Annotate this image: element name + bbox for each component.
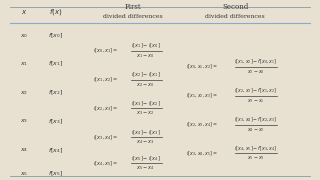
Text: Second: Second — [222, 3, 248, 11]
Text: $x_5$: $x_5$ — [20, 170, 28, 178]
Text: $f[x_2,x_3]-f[x_1,x_2]$: $f[x_2,x_3]-f[x_1,x_2]$ — [234, 86, 278, 95]
Text: $x_0$: $x_0$ — [20, 32, 28, 40]
Text: $f[x_3]-f[x_2]$: $f[x_3]-f[x_2]$ — [131, 99, 161, 108]
Text: $x_3-x_2$: $x_3-x_2$ — [136, 109, 155, 117]
Text: $f[x_3,x_4]=$: $f[x_3,x_4]=$ — [93, 133, 118, 141]
Text: $f[x_1]-f[x_0]$: $f[x_1]-f[x_0]$ — [131, 41, 161, 50]
Text: $x_3-x_1$: $x_3-x_1$ — [247, 97, 265, 105]
Text: $f(x)$: $f(x)$ — [49, 7, 63, 17]
Text: $x_4-x_3$: $x_4-x_3$ — [136, 138, 155, 146]
Text: $f[x_4]-f[x_3]$: $f[x_4]-f[x_3]$ — [131, 128, 161, 136]
Text: $x_2$: $x_2$ — [20, 89, 28, 97]
Text: $x_4$: $x_4$ — [20, 146, 28, 154]
Text: $f[x_2,x_3,x_4]=$: $f[x_2,x_3,x_4]=$ — [186, 120, 218, 129]
Text: $x_4-x_2$: $x_4-x_2$ — [247, 126, 265, 134]
Text: $f[x_5]-f[x_4]$: $f[x_5]-f[x_4]$ — [131, 154, 161, 163]
Text: $f[x_1]$: $f[x_1]$ — [48, 60, 64, 68]
Text: $f[x_1,x_2]-f[x_0,x_1]$: $f[x_1,x_2]-f[x_0,x_1]$ — [234, 58, 278, 66]
Text: $f[x_4,x_5]=$: $f[x_4,x_5]=$ — [93, 159, 118, 168]
Text: First: First — [124, 3, 141, 11]
Text: $x_2-x_0$: $x_2-x_0$ — [136, 81, 155, 89]
Text: $x_5-x_3$: $x_5-x_3$ — [247, 154, 265, 162]
Text: $f[x_3,x_4]-f[x_2,x_3]$: $f[x_3,x_4]-f[x_2,x_3]$ — [234, 115, 278, 124]
Text: $x_2-x_0$: $x_2-x_0$ — [247, 68, 265, 76]
Text: $f[x_0,x_1]=$: $f[x_0,x_1]=$ — [93, 46, 118, 55]
Text: $f[x_4]$: $f[x_4]$ — [48, 146, 64, 155]
Text: $f[x_0,x_1,x_2]=$: $f[x_0,x_1,x_2]=$ — [186, 63, 218, 71]
Text: $f[x_3,x_4,x_5]=$: $f[x_3,x_4,x_5]=$ — [186, 149, 218, 158]
Text: $f[x_0]$: $f[x_0]$ — [48, 32, 64, 40]
Text: divided differences: divided differences — [103, 14, 163, 19]
Text: $f[x_1,x_2]=$: $f[x_1,x_2]=$ — [93, 75, 118, 84]
Text: $x_3$: $x_3$ — [20, 118, 28, 125]
Text: $f[x_2]-f[x_1]$: $f[x_2]-f[x_1]$ — [131, 70, 161, 79]
Text: $f[x_1,x_2,x_3]=$: $f[x_1,x_2,x_3]=$ — [186, 91, 218, 100]
Text: $f[x_2]$: $f[x_2]$ — [48, 88, 64, 97]
Text: $x_1-x_0$: $x_1-x_0$ — [136, 52, 155, 60]
Text: $x_1$: $x_1$ — [20, 60, 28, 68]
Text: $f[x_2,x_3]=$: $f[x_2,x_3]=$ — [93, 104, 118, 113]
Text: $f[x_5]$: $f[x_5]$ — [48, 169, 64, 178]
Text: $x_5-x_4$: $x_5-x_4$ — [136, 164, 155, 172]
Text: $f[x_3]$: $f[x_3]$ — [48, 117, 64, 126]
Text: $f[x_4,x_5]-f[x_3,x_4]$: $f[x_4,x_5]-f[x_3,x_4]$ — [234, 144, 278, 153]
Text: divided differences: divided differences — [205, 14, 265, 19]
Text: $x$: $x$ — [21, 8, 27, 16]
